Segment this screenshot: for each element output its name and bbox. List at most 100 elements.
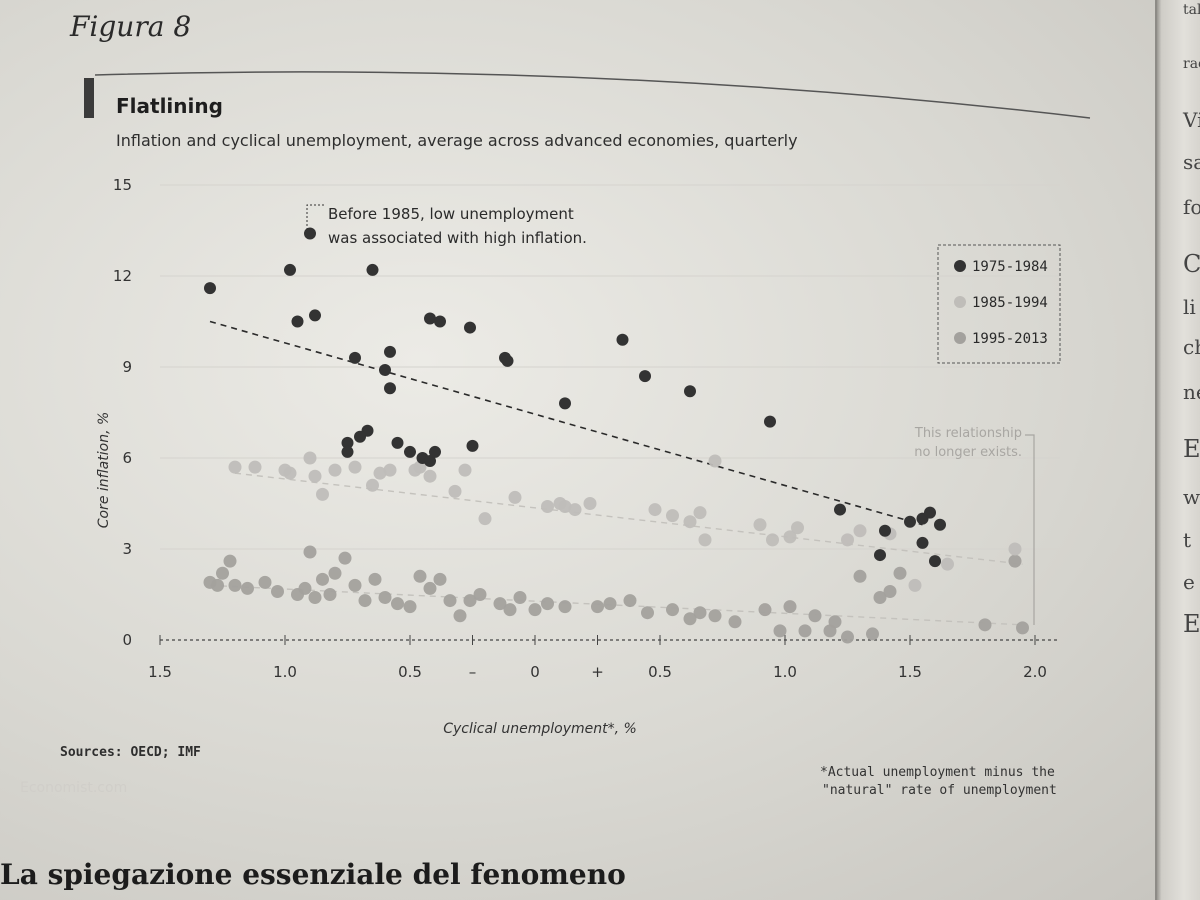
footnote-line-2: "natural" rate of unemployment [822,783,1057,798]
point-1985-1994-15 [448,484,462,498]
point-1975-1984-21 [464,321,476,334]
x-tick-label-1: 1.0 [273,663,297,681]
point-1995-2013-35 [591,600,604,614]
facing-text-10: E [1183,435,1200,463]
point-1985-1994-26 [683,515,697,529]
point-1975-1984-8 [379,364,391,377]
footnote-line-1: *Actual unemployment minus the [820,765,1055,780]
point-1985-1994-17 [478,512,492,526]
point-1995-2013-7 [271,584,284,598]
point-1985-1994-19 [541,500,554,514]
point-1995-2013-26 [453,609,467,623]
point-1975-1984-29 [764,415,776,428]
x-axis: 1.5 1.0 0.5 – 0 +0.5 1.0 1.5 2.0 [148,635,1047,681]
point-1975-1984-15 [404,445,416,458]
point-1985-1994-22 [568,503,582,517]
facing-text-4: sa [1183,150,1200,174]
point-1995-2013-23 [423,581,437,595]
trend-line-1975-1984 [209,320,923,526]
point-1985-1994-18 [508,490,522,504]
facing-text-13: e [1183,570,1195,594]
point-1995-2013-58 [1016,621,1029,635]
point-1985-1994-33 [791,521,804,535]
facing-text-11: w [1183,485,1200,509]
point-1985-1994-30 [753,518,767,532]
point-1985-1994-0 [228,460,242,474]
annotation2-line-2: no longer exists. [914,445,1022,460]
chart-title: Flatlining [116,94,223,118]
y-axis-title: Core inflation, % [96,412,112,529]
point-1985-1994-16 [458,463,472,477]
point-1975-1984-4 [309,309,321,322]
y-tick-label-9: 9 [122,358,132,376]
point-1995-2013-31 [513,591,527,605]
y-tick-label-0: 0 [122,631,132,649]
point-1975-1984-37 [929,555,941,568]
point-1975-1984-5 [366,263,379,276]
point-1985-1994-23 [583,497,597,510]
point-1995-2013-34 [558,600,572,614]
point-1995-2013-18 [368,572,382,586]
legend-marker-1995-2013 [954,332,966,344]
point-1975-1984-22 [466,439,479,452]
legend-label-1975-1984: 1975-1984 [972,259,1048,275]
point-1995-2013-6 [258,575,272,589]
point-1975-1984-36 [924,506,936,519]
watermark: Economist.com [20,780,128,796]
facing-text-8: ch [1183,335,1200,359]
body-text-fragment: La spiegazione essenziale del fenomeno [0,858,626,891]
point-1985-1994-4 [303,451,317,465]
point-1995-2013-24 [433,572,447,586]
trend-line-1985-1994 [234,472,1023,565]
point-1995-2013-41 [693,606,707,620]
point-1995-2013-42 [708,609,722,623]
point-1995-2013-43 [728,615,742,629]
point-1975-1984-14 [391,436,404,449]
facing-text-9: ne [1183,380,1200,404]
facing-text-12: t [1183,528,1192,552]
point-1975-1984-18 [429,445,441,458]
sources-note: Sources: OECD; IMF [60,745,201,760]
trend-line-1995-2013 [209,584,1023,626]
point-1995-2013-39 [666,603,679,617]
point-1975-1984-17 [424,455,436,468]
facing-text-5: fo [1183,195,1200,219]
point-1975-1984-2 [304,227,316,240]
chart-subtitle: Inflation and cyclical unemployment, ave… [116,131,798,150]
x-tick-label-2: 0.5 [398,663,422,681]
annotation-before-1985: Before 1985, low unemployment was associ… [306,204,587,247]
point-1995-2013-3 [223,554,237,568]
annotation-line-1: Before 1985, low unemployment [328,205,574,223]
point-1995-2013-11 [308,591,322,605]
annotation-no-longer-exists: This relationship no longer exists. [914,426,1035,625]
point-1995-2013-33 [541,597,554,611]
point-1975-1984-12 [341,436,354,449]
x-tick-label-8: 1.5 [898,663,922,681]
y-axis-ticks: 0 3 6 9 12 15 [113,176,132,649]
point-1985-1994-24 [648,503,662,517]
point-1985-1994-39 [1008,542,1022,556]
point-1995-2013-30 [503,603,517,617]
facing-text-6: C [1183,250,1200,278]
x-axis-title: Cyclical unemployment*, % [443,721,637,737]
point-1995-2013-12 [316,572,329,586]
legend-marker-1975-1984 [954,260,966,272]
point-1975-1984-30 [834,503,846,516]
point-1995-2013-29 [493,597,507,611]
facing-text-7: li [1183,295,1196,319]
point-1995-2013-15 [338,551,352,565]
point-1985-1994-35 [853,524,867,538]
point-1985-1994-37 [908,578,922,592]
point-1995-2013-53 [866,627,879,641]
point-1995-2013-4 [228,578,242,592]
point-1995-2013-22 [413,569,427,583]
point-1985-1994-34 [841,533,854,547]
point-1985-1994-1 [248,460,262,474]
x-tick-label-0: 1.5 [148,663,172,681]
point-1995-2013-46 [783,600,797,614]
point-1995-2013-10 [303,545,317,559]
point-1975-1984-32 [879,524,891,537]
footnote: *Actual unemployment minus the "natural"… [820,764,1080,800]
y-tick-label-3: 3 [122,540,132,558]
point-1975-1984-19 [424,312,436,325]
